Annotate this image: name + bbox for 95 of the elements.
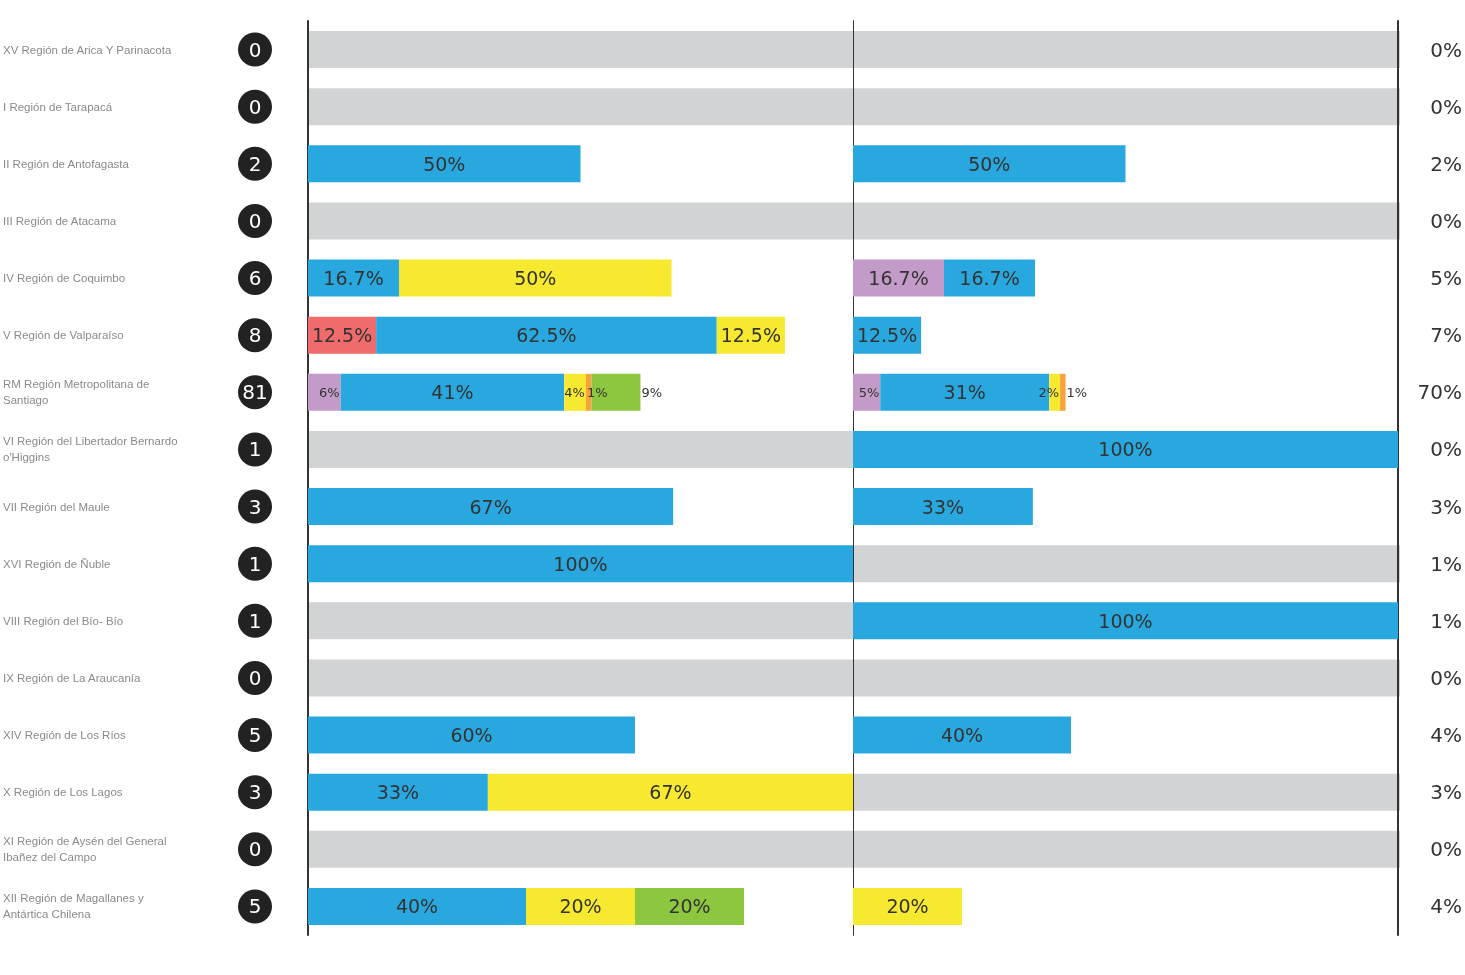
data-label: 50% xyxy=(968,152,1011,175)
data-label: 16.7% xyxy=(868,267,929,290)
y-tick-label: XII Región de Magallanes y Antártica Chilena xyxy=(3,892,147,921)
text: 0% xyxy=(1430,837,1462,862)
data-label: 40% xyxy=(395,895,439,918)
y-tick-label: VIII Región del Bío- Bío xyxy=(3,614,124,627)
bar xyxy=(853,887,962,925)
text: 0% xyxy=(1430,37,1462,62)
text: 5 xyxy=(248,894,262,919)
data-label: 31% xyxy=(943,381,986,404)
text: 2 xyxy=(248,151,262,176)
data-label: 6% xyxy=(319,384,340,400)
text: 0% xyxy=(1430,437,1462,462)
bar xyxy=(308,373,341,411)
text: 3% xyxy=(1430,780,1462,805)
data-label: 16.7% xyxy=(323,267,384,290)
data-label: 33% xyxy=(921,495,965,518)
text: 3% xyxy=(1430,494,1462,519)
data-label: 67% xyxy=(469,495,512,518)
data-label: 60% xyxy=(450,724,493,747)
text: 1 xyxy=(248,437,262,462)
data-label: 62.5% xyxy=(516,324,577,347)
text: 4% xyxy=(1430,894,1462,919)
bar xyxy=(340,373,565,411)
text: 0 xyxy=(248,37,262,62)
bar xyxy=(308,716,635,754)
text: 7% xyxy=(1430,323,1462,348)
y-tick-label: III Región de Atacama xyxy=(3,214,117,227)
bar xyxy=(308,887,526,925)
text: 1% xyxy=(1430,608,1462,633)
y-tick-label: XI Región de Aysén del General Ibañez del Campo xyxy=(3,835,170,864)
y-tick-label: II Región de Antofagasta xyxy=(3,157,130,170)
data-label: 20% xyxy=(668,895,711,918)
bar xyxy=(853,145,1126,183)
data-label: 41% xyxy=(431,381,474,404)
text: 8 xyxy=(248,323,262,348)
data-label: 5% xyxy=(858,384,880,400)
data-label: 20% xyxy=(886,895,929,918)
data-label: 12.5% xyxy=(311,324,373,347)
text: 81 xyxy=(242,380,268,405)
data-label: 1% xyxy=(1066,384,1088,400)
text: 3 xyxy=(248,494,262,519)
data-label: 2% xyxy=(1038,384,1060,400)
data-label: 4% xyxy=(564,384,585,400)
text: 0 xyxy=(248,665,262,690)
data-label: 33% xyxy=(376,781,420,804)
y-tick-label: X Región de Los Lagos xyxy=(3,786,123,799)
data-label: 100% xyxy=(1098,609,1153,632)
y-tick-label: IX Región de La Araucanía xyxy=(3,671,142,684)
data-label: 12.5% xyxy=(720,324,781,347)
data-label: 50% xyxy=(423,152,466,175)
y-tick-label: VI Región del Libertador Bernardo o'Higgins xyxy=(3,435,181,464)
bar xyxy=(853,716,1071,754)
y-tick-label: IV Región de Coquimbo xyxy=(3,272,126,285)
bar xyxy=(635,887,744,925)
text: 4% xyxy=(1430,723,1462,748)
data-label: 16.7% xyxy=(959,267,1020,290)
text: 3 xyxy=(248,780,262,805)
y-tick-label: XIV Región de Los Ríos xyxy=(3,729,126,742)
data-label: 50% xyxy=(514,267,557,290)
bar xyxy=(376,316,717,354)
data-label: 67% xyxy=(649,781,692,804)
text: 0 xyxy=(248,94,262,119)
bar xyxy=(308,773,488,811)
text: 1 xyxy=(248,551,262,576)
text: 0% xyxy=(1430,208,1462,233)
y-tick-label: VII Región del Maule xyxy=(3,500,110,513)
data-label: 9% xyxy=(641,384,663,400)
bar xyxy=(308,488,674,526)
data-label: 12.5% xyxy=(856,324,918,347)
bar xyxy=(853,488,1033,526)
data-label: 40% xyxy=(940,724,984,747)
text: 2% xyxy=(1430,151,1462,176)
y-tick-label: XV Región de Arica Y Parinacota xyxy=(3,43,172,56)
data-label: 100% xyxy=(553,552,608,575)
text: 1% xyxy=(1430,551,1462,576)
text: 70% xyxy=(1417,380,1462,405)
bar xyxy=(308,145,581,183)
text: 5% xyxy=(1430,266,1462,291)
text: 1 xyxy=(248,608,262,633)
text: 0% xyxy=(1430,94,1462,119)
y-tick-label: XVI Región de Ñuble xyxy=(3,557,111,570)
bar xyxy=(1060,373,1066,411)
bar xyxy=(399,259,672,297)
text: 5 xyxy=(248,723,262,748)
text: 0 xyxy=(248,837,262,862)
text: 0% xyxy=(1430,665,1462,690)
text: 6 xyxy=(248,266,262,291)
data-label: 20% xyxy=(559,895,602,918)
y-tick-label: I Región de Tarapacá xyxy=(3,100,113,113)
text: 0 xyxy=(248,208,262,233)
bar xyxy=(526,887,635,925)
y-tick-label: V Región de Valparaíso xyxy=(3,329,124,342)
data-label: 100% xyxy=(1098,438,1153,461)
y-tick-label: RM Región Metropolitana de Santiago xyxy=(3,378,153,407)
